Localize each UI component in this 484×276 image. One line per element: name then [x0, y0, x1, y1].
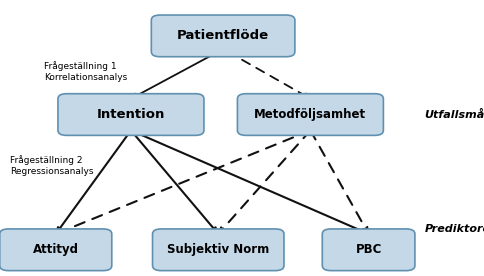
Text: Prediktorer: Prediktorer	[424, 224, 484, 234]
FancyBboxPatch shape	[321, 229, 414, 270]
Text: Metodföljsamhet: Metodföljsamhet	[254, 108, 366, 121]
Text: PBC: PBC	[355, 243, 381, 256]
FancyBboxPatch shape	[0, 229, 111, 270]
Text: Intention: Intention	[97, 108, 165, 121]
Text: Patientflöde: Patientflöde	[177, 29, 269, 43]
FancyBboxPatch shape	[152, 229, 283, 270]
Text: Utfallsmått: Utfallsmått	[424, 110, 484, 120]
FancyBboxPatch shape	[151, 15, 294, 57]
Text: Frågeställning 1
Korrelationsanalys: Frågeställning 1 Korrelationsanalys	[44, 62, 127, 82]
FancyBboxPatch shape	[58, 94, 203, 136]
FancyBboxPatch shape	[237, 94, 382, 136]
Text: Attityd: Attityd	[33, 243, 78, 256]
Text: Frågeställning 2
Regressionsanalys: Frågeställning 2 Regressionsanalys	[10, 155, 93, 176]
Text: Subjektiv Norm: Subjektiv Norm	[167, 243, 269, 256]
